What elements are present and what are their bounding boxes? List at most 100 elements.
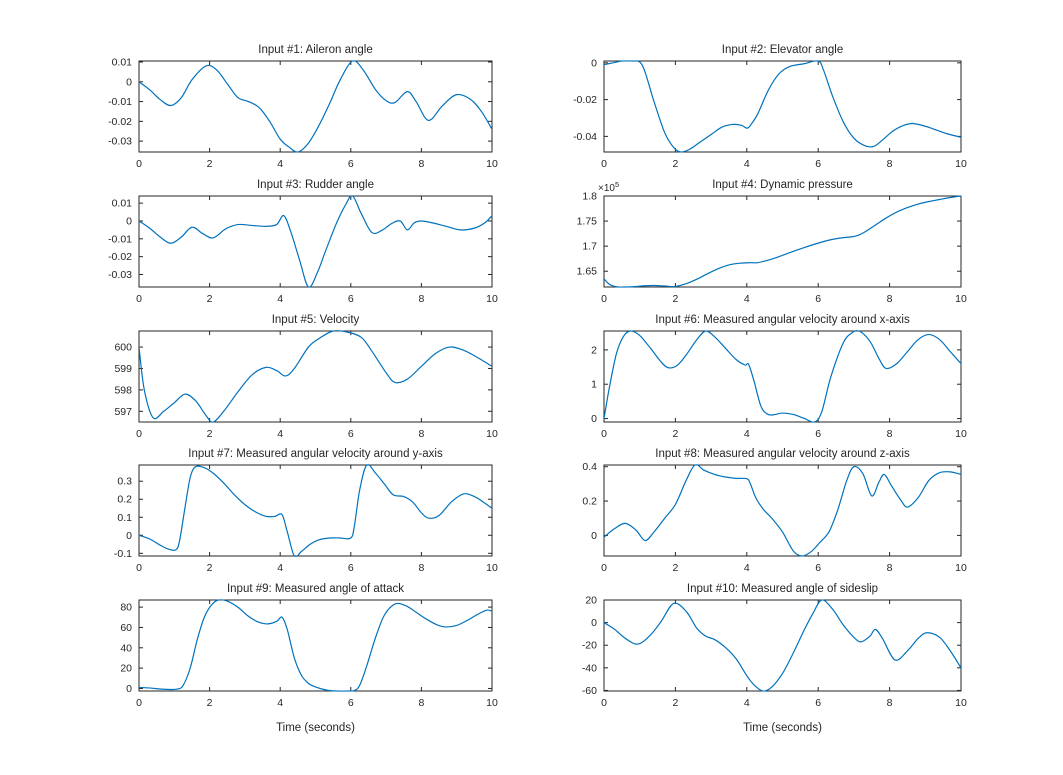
signal-line — [139, 464, 492, 557]
y-tick-label: 0 — [126, 683, 132, 695]
y-tick-label: 0 — [126, 76, 132, 88]
y-tick-label: 0 — [126, 530, 132, 542]
signal-line — [604, 60, 961, 153]
x-tick-label: 2 — [207, 158, 213, 170]
axis-exponent-label: ×105 — [598, 180, 619, 194]
y-tick-label: 0 — [591, 413, 597, 425]
y-tick-label: -0.01 — [108, 233, 132, 245]
subplot-title: Input #5: Velocity — [272, 314, 360, 326]
subplot-title: Input #7: Measured angular velocity arou… — [188, 448, 443, 460]
y-tick-label: 20 — [585, 595, 597, 607]
subplot-title: Input #4: Dynamic pressure — [712, 179, 853, 191]
y-tick-label: 2 — [591, 344, 597, 356]
x-tick-label: 2 — [207, 293, 213, 305]
x-tick-label: 8 — [887, 562, 893, 574]
x-tick-label: 0 — [601, 697, 607, 709]
subplot-input-3: 0 2 4 6 8 10 -0.03 -0.02 -0.01 0 0.01 Input #3: Rud… — [108, 179, 498, 305]
y-tick-label: 600 — [114, 342, 132, 354]
subplot-input-7: 0 2 4 6 8 10 -0.1 0 0.1 0.2 0.3 Input #7: Measured … — [114, 448, 498, 574]
x-tick-label: 8 — [418, 697, 424, 709]
x-tick-label: 6 — [815, 428, 821, 440]
y-tick-label: -40 — [582, 662, 597, 674]
x-tick-label: 8 — [887, 697, 893, 709]
plot-box — [138, 195, 493, 288]
plot-box — [603, 60, 962, 153]
y-tick-label: 0 — [591, 530, 597, 542]
y-tick-label: 598 — [114, 384, 132, 396]
x-tick-label: 10 — [955, 428, 967, 440]
plot-box — [603, 599, 962, 692]
x-tick-label: 8 — [418, 158, 424, 170]
x-tick-label: 8 — [418, 562, 424, 574]
x-tick-label: 6 — [348, 428, 354, 440]
x-tick-label: 4 — [277, 158, 283, 170]
x-tick-label: 6 — [815, 293, 821, 305]
y-tick-label: -0.1 — [114, 548, 132, 560]
x-tick-label: 10 — [955, 562, 967, 574]
x-tick-label: 4 — [744, 293, 750, 305]
y-tick-label: 0.1 — [117, 512, 132, 524]
y-tick-label: 599 — [114, 363, 132, 375]
x-tick-label: 4 — [744, 697, 750, 709]
y-tick-label: 40 — [120, 642, 132, 654]
y-tick-label: 1.75 — [577, 216, 598, 228]
subplot-input-1: 0 2 4 6 8 10 -0.03 -0.02 -0.01 0 0.01 Input #1: Ail… — [108, 44, 498, 170]
y-tick-label: 0 — [126, 215, 132, 227]
subplot-title: Input #9: Measured angle of attack — [227, 583, 404, 595]
x-tick-label: 0 — [601, 158, 607, 170]
y-tick-label: 597 — [114, 406, 132, 418]
x-tick-label: 10 — [486, 697, 498, 709]
plot-box — [138, 330, 493, 423]
subplot-input-6: 0 2 4 6 8 10 0 1 2 Input #6: Measured angular vel… — [591, 314, 967, 440]
subplot-input-5: 0 2 4 6 8 10 597 598 599 600 Input #5: Velocity — [114, 314, 498, 440]
x-tick-label: 4 — [277, 562, 283, 574]
x-tick-label: 6 — [348, 562, 354, 574]
x-tick-label: 10 — [486, 428, 498, 440]
y-tick-label: 0.2 — [582, 496, 597, 508]
x-tick-label: 2 — [207, 697, 213, 709]
x-tick-label: 6 — [815, 697, 821, 709]
subplot-input-10: 0 2 4 6 8 10 -60 -40 -20 0 20 Input #10: Measured a… — [582, 583, 967, 734]
x-axis-label: Time (seconds) — [276, 722, 355, 734]
plot-box — [603, 464, 962, 557]
y-tick-label: -0.02 — [573, 94, 597, 106]
y-tick-label: -20 — [582, 640, 597, 652]
y-tick-label: 0.01 — [112, 56, 133, 68]
x-tick-label: 2 — [672, 697, 678, 709]
x-tick-label: 10 — [955, 697, 967, 709]
x-tick-label: 0 — [136, 562, 142, 574]
y-tick-label: 80 — [120, 602, 132, 614]
subplot-title: Input #6: Measured angular velocity arou… — [655, 314, 910, 326]
y-tick-label: 0.01 — [112, 198, 133, 210]
y-tick-label: 1.8 — [582, 191, 597, 203]
subplot-title: Input #8: Measured angular velocity arou… — [655, 448, 910, 460]
x-tick-label: 2 — [672, 293, 678, 305]
x-tick-label: 4 — [277, 697, 283, 709]
x-tick-label: 8 — [418, 428, 424, 440]
x-tick-label: 10 — [486, 293, 498, 305]
plot-box — [138, 464, 493, 557]
x-tick-label: 4 — [744, 428, 750, 440]
x-tick-label: 10 — [486, 158, 498, 170]
x-tick-label: 2 — [672, 158, 678, 170]
x-tick-label: 4 — [744, 562, 750, 574]
x-tick-label: 0 — [136, 158, 142, 170]
signal-line — [139, 330, 492, 423]
signal-line — [604, 599, 961, 692]
y-tick-label: -0.02 — [108, 251, 132, 263]
x-tick-label: 2 — [672, 428, 678, 440]
x-tick-label: 6 — [348, 293, 354, 305]
x-tick-label: 0 — [601, 293, 607, 305]
x-axis-label: Time (seconds) — [743, 722, 822, 734]
y-tick-label: -0.02 — [108, 116, 132, 128]
subplot-title: Input #3: Rudder angle — [257, 179, 374, 191]
plot-box — [138, 60, 493, 153]
subplot-input-8: 0 2 4 6 8 10 0 0.2 0.4 Input #8: Measured angular… — [582, 448, 967, 574]
plot-box — [603, 330, 962, 423]
y-tick-label: -0.03 — [108, 269, 132, 281]
x-tick-label: 10 — [486, 562, 498, 574]
x-tick-label: 6 — [348, 697, 354, 709]
y-tick-label: 0 — [591, 617, 597, 629]
y-tick-label: 60 — [120, 622, 132, 634]
y-tick-label: 0 — [591, 57, 597, 69]
